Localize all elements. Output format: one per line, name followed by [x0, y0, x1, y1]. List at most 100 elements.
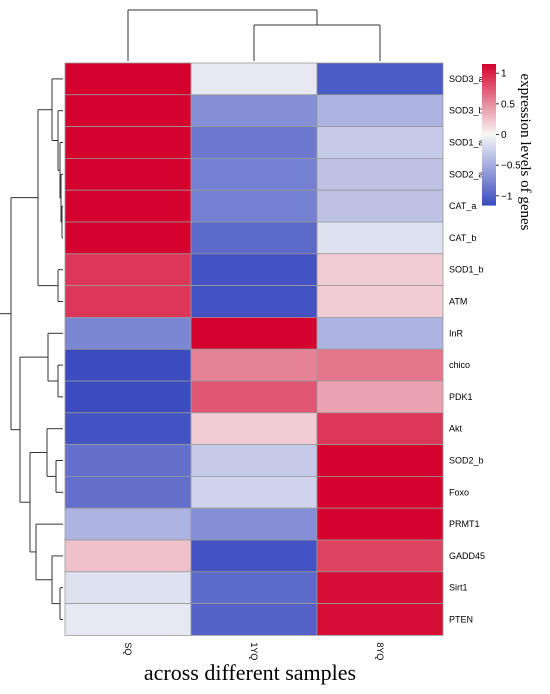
column-labels: SQ 1YQ 8YQ [123, 642, 385, 660]
colorbar-segment [482, 180, 496, 183]
colorbar-segment [482, 196, 496, 199]
heatmap-cell [64, 475, 192, 509]
heatmap-cell [64, 348, 192, 382]
colorbar-tick-label: 1 [501, 69, 507, 80]
heatmap-cell [316, 126, 444, 159]
colorbar-segment [482, 164, 496, 167]
heatmap-cell [316, 285, 444, 318]
colorbar-segment [482, 90, 496, 93]
heatmap-cell [316, 603, 444, 636]
row-label: SOD1_b [449, 265, 484, 275]
colorbar-segment [482, 97, 496, 100]
heatmap-cell [64, 444, 192, 477]
colorbar-segment [482, 150, 496, 153]
heatmap-cell [64, 62, 192, 96]
heatmap-cell [190, 507, 318, 541]
heatmap-cell [190, 444, 318, 477]
colorbar-segment [482, 141, 496, 144]
heatmap-cell [316, 316, 444, 350]
colorbar-segment [482, 176, 496, 180]
colorbar-segment [482, 93, 496, 97]
row-label: Akt [449, 424, 463, 434]
row-label: SOD2_b [449, 456, 484, 466]
row-label: SOD3_b [449, 106, 484, 116]
heatmap-cell [64, 285, 192, 318]
heatmap-cell [316, 348, 444, 382]
colorbar-title: expression levels of genes [517, 73, 533, 230]
colorbar-segment [482, 129, 496, 132]
heatmap-cell [190, 253, 318, 287]
row-label: ATM [449, 297, 467, 307]
heatmap-cell [190, 94, 318, 128]
heatmap-cell [190, 62, 318, 96]
heatmap-cell [316, 253, 444, 287]
row-label: PDK1 [449, 392, 473, 402]
heatmap-cell [64, 571, 192, 604]
heatmap-cell [64, 539, 192, 573]
colorbar-segment [482, 171, 496, 174]
heatmap-cell [190, 539, 318, 573]
colorbar-segment [482, 138, 496, 141]
colorbar-segment [482, 145, 496, 148]
colorbar-segment [482, 120, 496, 123]
heatmap-cell [316, 475, 444, 509]
column-label: 8YQ [375, 642, 385, 660]
heatmap-cell [316, 539, 444, 573]
row-label: chico [449, 360, 470, 370]
heatmap-cell [316, 189, 444, 223]
colorbar-segment [482, 130, 496, 134]
colorbar-segment [482, 99, 496, 102]
colorbar-segment [482, 132, 496, 136]
colorbar-segment [482, 101, 496, 104]
heatmap-cell [316, 94, 444, 128]
row-label: GADD45 [449, 551, 485, 561]
colorbar-segment [482, 109, 496, 113]
colorbar-segment [482, 125, 496, 129]
heatmap-cell [64, 380, 192, 414]
colorbar-segment [482, 85, 496, 88]
colorbar-segment [482, 178, 496, 181]
heatmap-cell [64, 94, 192, 128]
colorbar-segment [482, 102, 496, 106]
heatmap-cell [64, 603, 192, 636]
colorbar-segment [482, 203, 496, 206]
heatmap-cell [190, 189, 318, 223]
colorbar-segment [482, 111, 496, 114]
heatmap-cell [190, 412, 318, 445]
colorbar-tick-label: −0.5 [501, 161, 521, 172]
heatmap-cell [316, 380, 444, 414]
heatmap-cell [64, 253, 192, 287]
colorbar-tick-label: −1 [501, 191, 513, 202]
colorbar-segment [482, 92, 496, 95]
colorbar-segment [482, 143, 496, 146]
heatmap-cell [316, 412, 444, 445]
colorbar-segment [482, 71, 496, 74]
row-dendrogram [0, 78, 63, 620]
colorbar-segment [482, 183, 496, 187]
heatmap-cells [64, 62, 444, 636]
colorbar: 1 0.5 0 −0.5 −1 [482, 64, 521, 206]
colorbar-segment [482, 169, 496, 173]
colorbar-segment [482, 197, 496, 201]
heatmap-cell [190, 348, 318, 382]
colorbar-segment [482, 88, 496, 92]
column-label: SQ [123, 642, 133, 655]
colorbar-segment [482, 148, 496, 151]
row-label: PRMT1 [449, 519, 480, 529]
row-label: PTEN [449, 615, 473, 625]
column-label: 1YQ [249, 642, 259, 660]
colorbar-segment [482, 201, 496, 204]
colorbar-segment [482, 106, 496, 109]
row-label: SOD1_a [449, 138, 484, 148]
heatmap-cell [316, 444, 444, 477]
colorbar-segment [482, 134, 496, 137]
colorbar-segment [482, 78, 496, 81]
heatmap-cell [64, 221, 192, 255]
colorbar-segment [482, 122, 496, 125]
colorbar-segment [482, 153, 496, 157]
heatmap-cell [316, 571, 444, 604]
colorbar-segment [482, 199, 496, 203]
colorbar-segment [482, 136, 496, 139]
heatmap-cell [64, 316, 192, 350]
